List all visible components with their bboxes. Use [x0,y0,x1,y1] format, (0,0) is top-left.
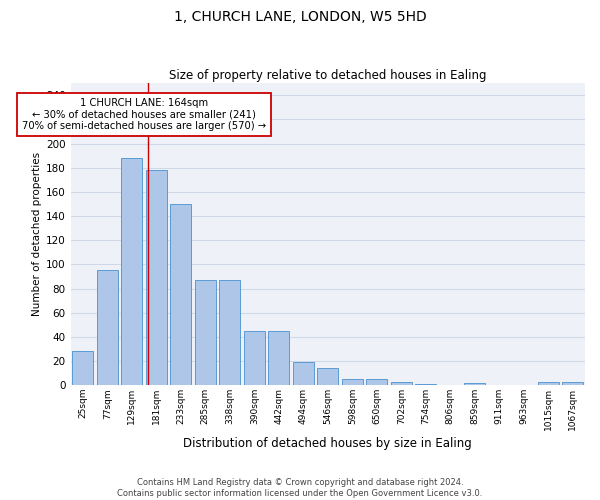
Bar [195,280,216,385]
Text: 1 CHURCH LANE: 164sqm
← 30% of detached houses are smaller (241)
70% of semi-det: 1 CHURCH LANE: 164sqm ← 30% of detached … [22,98,266,131]
Y-axis label: Number of detached properties: Number of detached properties [32,152,42,316]
Bar [146,170,167,385]
Text: Contains HM Land Registry data © Crown copyright and database right 2024.
Contai: Contains HM Land Registry data © Crown c… [118,478,482,498]
Bar [342,379,363,385]
Bar [121,158,142,385]
Bar [293,362,314,385]
Bar [170,204,191,385]
Bar [367,379,387,385]
Bar [220,280,240,385]
Bar [391,382,412,385]
Bar [562,382,583,385]
Text: 1, CHURCH LANE, LONDON, W5 5HD: 1, CHURCH LANE, LONDON, W5 5HD [173,10,427,24]
Bar [244,331,265,385]
X-axis label: Distribution of detached houses by size in Ealing: Distribution of detached houses by size … [184,437,472,450]
Bar [317,368,338,385]
Bar [538,382,559,385]
Bar [415,384,436,385]
Bar [73,352,93,385]
Title: Size of property relative to detached houses in Ealing: Size of property relative to detached ho… [169,69,487,82]
Bar [97,270,118,385]
Bar [464,382,485,385]
Bar [268,331,289,385]
